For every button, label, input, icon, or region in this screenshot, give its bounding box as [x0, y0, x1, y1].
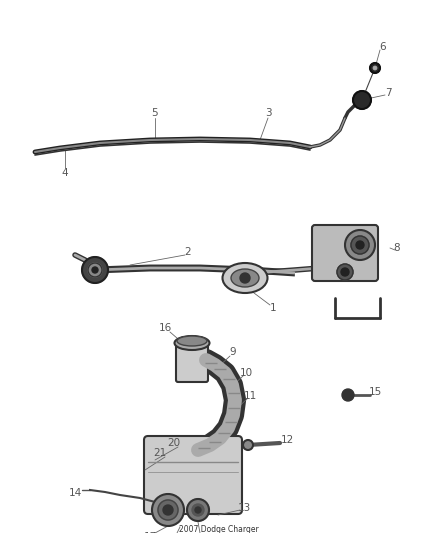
Text: 17: 17 [143, 532, 157, 533]
Circle shape [345, 230, 375, 260]
Text: 3: 3 [265, 108, 271, 118]
Text: 2: 2 [185, 247, 191, 257]
Circle shape [373, 66, 377, 70]
Text: 6: 6 [380, 42, 386, 52]
Circle shape [243, 440, 253, 450]
Text: 2007 Dodge Charger
Windshield Wiper & Washer System Diagram: 2007 Dodge Charger Windshield Wiper & Wa… [133, 525, 305, 533]
Circle shape [341, 268, 349, 276]
Text: 7: 7 [385, 88, 391, 98]
Ellipse shape [223, 263, 268, 293]
Ellipse shape [177, 336, 207, 346]
Circle shape [82, 257, 108, 283]
Text: 4: 4 [62, 168, 68, 178]
Text: 5: 5 [152, 108, 158, 118]
Text: 12: 12 [280, 435, 293, 445]
Circle shape [187, 499, 209, 521]
Text: 20: 20 [167, 438, 180, 448]
Circle shape [240, 273, 250, 283]
Text: 15: 15 [368, 387, 381, 397]
Circle shape [195, 507, 201, 513]
Ellipse shape [174, 336, 209, 350]
Circle shape [353, 91, 371, 109]
Circle shape [88, 263, 102, 277]
Circle shape [158, 500, 178, 520]
Circle shape [342, 389, 354, 401]
FancyBboxPatch shape [176, 343, 208, 382]
Text: 8: 8 [394, 243, 400, 253]
Ellipse shape [231, 269, 259, 287]
Text: 16: 16 [159, 323, 172, 333]
Circle shape [92, 267, 98, 273]
Circle shape [351, 236, 369, 254]
Text: 11: 11 [244, 391, 257, 401]
FancyBboxPatch shape [144, 436, 242, 514]
Circle shape [192, 504, 204, 516]
Circle shape [163, 505, 173, 515]
Circle shape [356, 241, 364, 249]
Text: 9: 9 [230, 347, 237, 357]
Text: 13: 13 [237, 503, 251, 513]
Text: 10: 10 [240, 368, 253, 378]
Text: 14: 14 [68, 488, 81, 498]
Circle shape [370, 63, 380, 73]
Circle shape [152, 494, 184, 526]
Text: 21: 21 [153, 448, 166, 458]
FancyBboxPatch shape [312, 225, 378, 281]
Circle shape [337, 264, 353, 280]
Text: 1: 1 [270, 303, 276, 313]
